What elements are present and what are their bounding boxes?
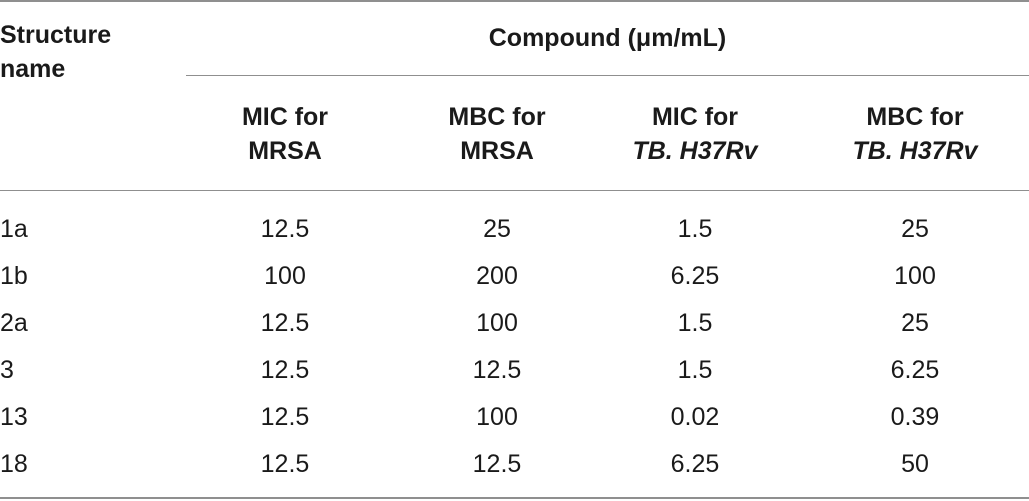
row-name: 18 [0, 450, 28, 478]
cell-value: 12.5 [472, 356, 522, 384]
col-header-mic-mrsa: MIC for MRSA [180, 100, 390, 168]
cell-value: 12.5 [260, 403, 310, 431]
header-line-1: Structure [0, 21, 112, 49]
compound-group-header: Compound (μm/mL) [488, 24, 727, 52]
col-header-line-2: MRSA [460, 137, 534, 165]
col-header-mbc-mrsa: MBC for MRSA [392, 100, 602, 168]
cell-value: 12.5 [472, 450, 522, 478]
cell-value: 100 [476, 309, 518, 337]
cell-value: 12.5 [260, 309, 310, 337]
cell-value: 100 [894, 262, 936, 290]
cell-value: 12.5 [260, 450, 310, 478]
top-rule [0, 0, 1029, 2]
row-name: 2a [0, 309, 28, 337]
cell-value: 12.5 [260, 356, 310, 384]
table-row: 1b 100 200 6.25 100 [0, 253, 1029, 300]
header-rule [0, 190, 1029, 191]
col-header-mic-tb: MIC for TB. H37Rv [590, 100, 800, 168]
header-line-2: name [0, 55, 66, 83]
cell-value: 200 [476, 262, 518, 290]
cell-value: 25 [901, 309, 929, 337]
bottom-rule [0, 497, 1029, 499]
cell-value: 50 [901, 450, 929, 478]
col-header-line-2: TB. H37Rv [852, 137, 978, 165]
cell-value: 25 [901, 215, 929, 243]
cell-value: 100 [476, 403, 518, 431]
row-name: 1a [0, 215, 28, 243]
cell-value: 25 [483, 215, 511, 243]
table-row: 1a 12.5 25 1.5 25 [0, 206, 1029, 253]
cell-value: 0.02 [670, 403, 720, 431]
cell-value: 100 [264, 262, 306, 290]
col-header-line-1: MBC for [448, 103, 546, 131]
col-header-line-1: MIC for [651, 103, 739, 131]
col-header-line-2: TB. H37Rv [632, 137, 758, 165]
cell-value: 6.25 [890, 356, 940, 384]
table-row: 18 12.5 12.5 6.25 50 [0, 441, 1029, 488]
row-name: 1b [0, 262, 28, 290]
col-header-line-2: MRSA [248, 137, 322, 165]
cell-value: 12.5 [260, 215, 310, 243]
cell-value: 1.5 [677, 309, 713, 337]
row-name: 13 [0, 403, 28, 431]
col-header-mbc-tb: MBC for TB. H37Rv [810, 100, 1020, 168]
structure-name-header: Structure name [0, 18, 180, 86]
cell-value: 6.25 [670, 262, 720, 290]
col-header-line-1: MBC for [866, 103, 964, 131]
cell-value: 1.5 [677, 356, 713, 384]
table-row: 2a 12.5 100 1.5 25 [0, 300, 1029, 347]
group-rule [186, 75, 1029, 76]
table-row: 13 12.5 100 0.02 0.39 [0, 394, 1029, 441]
col-header-line-1: MIC for [241, 103, 329, 131]
row-name: 3 [0, 356, 14, 384]
cell-value: 1.5 [677, 215, 713, 243]
cell-value: 6.25 [670, 450, 720, 478]
cell-value: 0.39 [890, 403, 940, 431]
table-row: 3 12.5 12.5 1.5 6.25 [0, 347, 1029, 394]
